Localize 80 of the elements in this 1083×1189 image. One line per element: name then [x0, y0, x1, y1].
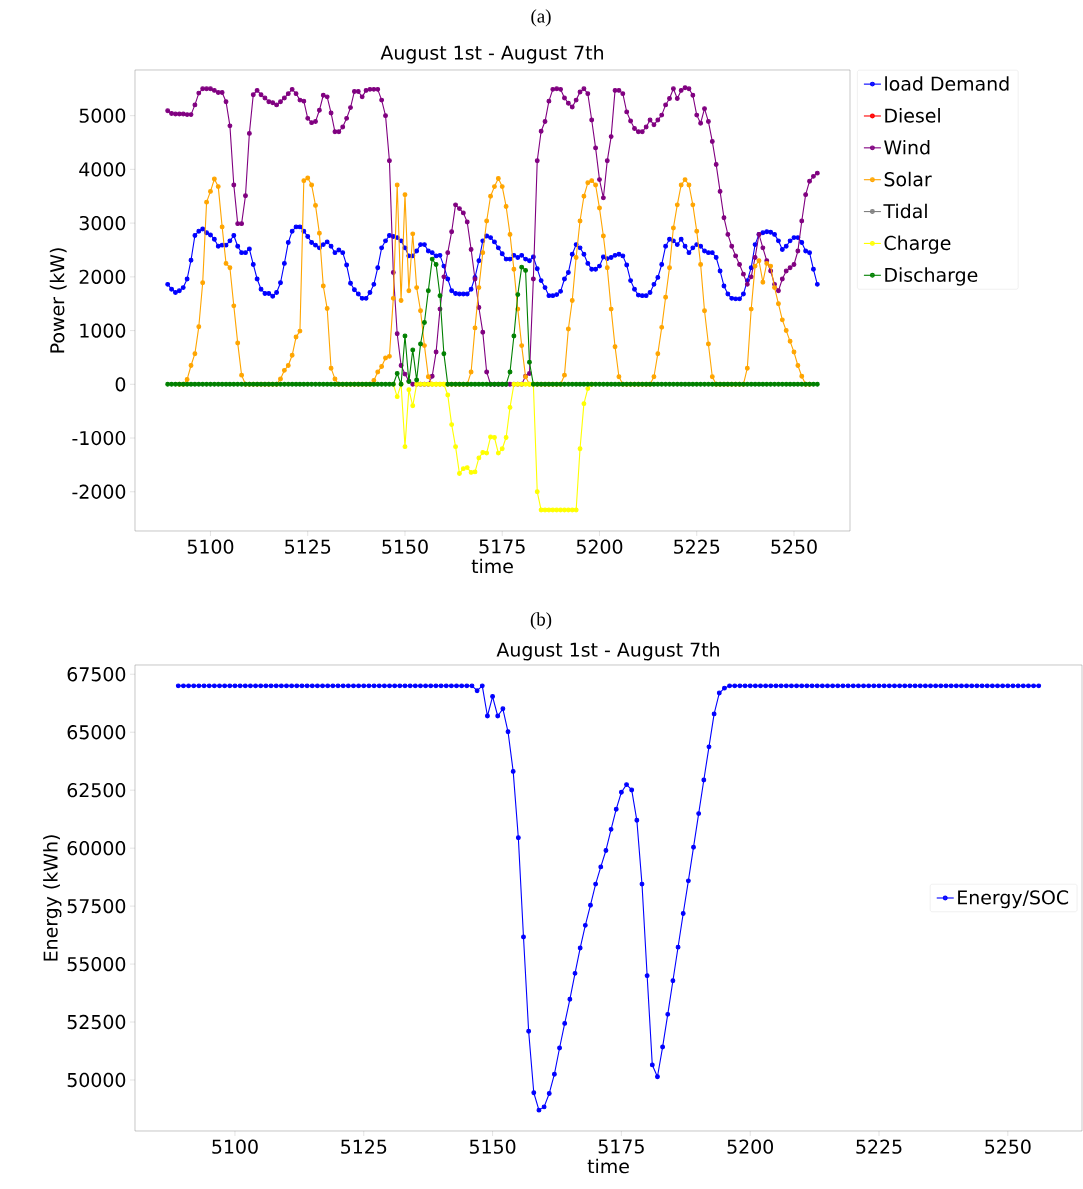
y-axis-title: Energy (kWh)	[43, 835, 62, 961]
x-tick-label: 5225	[856, 1139, 902, 1154]
x-tick-label: 5250	[771, 539, 817, 554]
y-tick-label: 5000	[79, 108, 126, 123]
x-tick-label: 5100	[187, 539, 234, 554]
y-tick-label: 1000	[80, 323, 126, 338]
point	[534, 489, 540, 495]
point	[476, 455, 482, 461]
y-tick-label: 0	[115, 377, 126, 392]
y-tick-label: 3000	[79, 215, 126, 231]
point	[569, 507, 575, 513]
y-tick-label: -1000	[72, 430, 126, 446]
text: (a)	[531, 9, 551, 27]
point	[585, 386, 591, 392]
point	[523, 381, 529, 387]
legend-label: Tidal	[883, 203, 927, 219]
x-tick-label: 5175	[598, 1139, 644, 1154]
y-tick-label: 2000	[79, 269, 126, 284]
text: (b)	[530, 612, 552, 630]
legend-label: Charge	[884, 235, 951, 254]
legend-label: Solar	[884, 171, 932, 187]
y-axis-title: Power (kW)	[49, 248, 67, 353]
y-tick-label: 52500	[67, 1014, 126, 1030]
point	[573, 507, 579, 513]
x-tick-label: 5175	[479, 539, 525, 554]
x-tick-label: 5150	[382, 539, 428, 554]
y-tick-label: 62500	[67, 783, 126, 798]
y-tick-label: 55000	[67, 956, 126, 972]
x-tick-label: 5250	[985, 1139, 1031, 1154]
y-tick-label: 50000	[67, 1072, 126, 1088]
legend-label: Energy/SOC	[958, 890, 1069, 909]
legend-label: Discharge	[885, 267, 978, 286]
point	[565, 507, 571, 513]
point	[480, 450, 486, 455]
point	[503, 435, 509, 440]
point	[472, 469, 478, 475]
point	[538, 507, 544, 513]
point	[562, 507, 567, 513]
x-tick-label: 5150	[469, 1139, 516, 1154]
x-tick-label: 5200	[576, 539, 623, 554]
point	[394, 394, 400, 400]
point	[468, 469, 474, 475]
point	[460, 466, 466, 472]
x-tick-label: 5200	[727, 1139, 773, 1154]
point	[484, 450, 490, 456]
point	[464, 465, 470, 471]
point	[453, 444, 458, 450]
point	[445, 392, 451, 398]
y-tick-label: 65000	[67, 725, 126, 740]
point	[449, 422, 455, 428]
point	[492, 435, 497, 440]
chart-title: August 1st - August 7th	[496, 642, 719, 661]
x-axis-title: time	[587, 1158, 629, 1174]
point	[554, 507, 560, 513]
chart-title: August 1st - August 7th	[380, 45, 603, 64]
point	[577, 446, 583, 452]
x-axis-title: time	[471, 558, 513, 574]
legend-label: load Demand	[885, 76, 1009, 91]
y-tick-label: 67500	[67, 667, 126, 682]
point	[488, 434, 494, 440]
point	[402, 444, 408, 450]
point	[546, 507, 552, 513]
x-tick-label: 5125	[285, 539, 331, 554]
legend-label: Wind	[884, 139, 930, 155]
point	[507, 404, 513, 410]
y-tick-label: 4000	[79, 162, 126, 177]
y-tick-label: -2000	[72, 484, 126, 499]
point	[581, 401, 587, 407]
point	[558, 507, 564, 513]
x-tick-label: 5225	[674, 539, 720, 554]
legend-label: Diesel	[885, 108, 940, 123]
y-tick-label: 60000	[67, 840, 126, 856]
x-tick-label: 5100	[212, 1139, 258, 1154]
point	[495, 450, 501, 456]
y-tick-label: 57500	[67, 898, 126, 914]
point	[499, 446, 505, 452]
point	[456, 471, 462, 476]
point	[410, 403, 416, 409]
x-tick-label: 5125	[341, 1139, 387, 1154]
point	[406, 387, 412, 393]
